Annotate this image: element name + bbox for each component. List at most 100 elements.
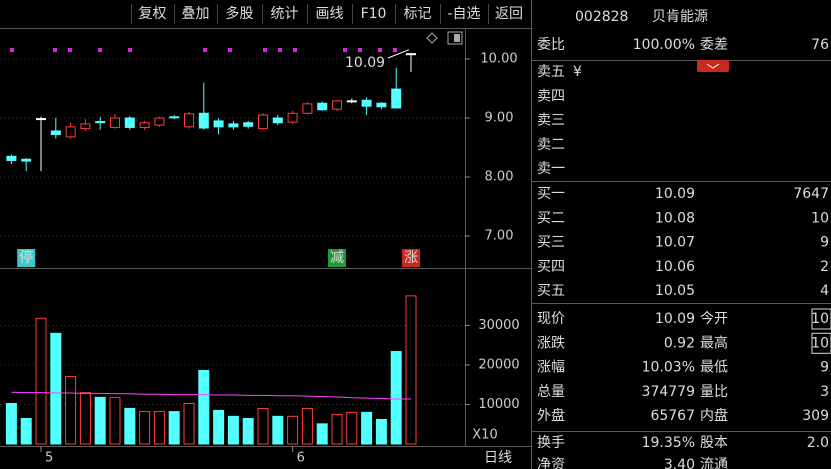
stock-name: 贝肯能源 — [652, 9, 708, 25]
y-tick-label: 10000 — [478, 397, 519, 412]
volume-bar — [242, 418, 254, 445]
candle-body — [154, 117, 165, 126]
yen-icon: ¥ — [573, 64, 582, 80]
y-tick-label: 10.00 — [480, 51, 517, 66]
buy-price: 10.07 — [655, 235, 695, 251]
candle-body — [95, 121, 106, 124]
toolbar-button[interactable]: -自选 — [447, 6, 480, 22]
quote-label: 涨幅 — [537, 360, 565, 376]
quote-value: 19.35% — [642, 435, 695, 451]
quote-value: 10.03% — [642, 360, 695, 376]
buy-level: 买二 — [537, 210, 565, 226]
period-label: 日线 — [484, 450, 512, 466]
value-box — [811, 308, 831, 330]
volume-bar — [316, 423, 328, 445]
candle-body — [198, 112, 209, 129]
quote-value: 3.40 — [664, 457, 695, 469]
volume-bar — [79, 392, 91, 445]
volume-bar — [65, 375, 77, 445]
event-dot — [98, 48, 102, 52]
candle-body — [243, 122, 254, 127]
candle-body — [65, 126, 76, 138]
quote-label: 委比 — [537, 37, 565, 53]
buy-volume: 7647 — [793, 186, 829, 202]
quote-value: 100.00% — [633, 37, 695, 53]
quote-value: 309 — [802, 408, 829, 424]
window-icon-part — [454, 34, 460, 42]
y-tick-label: 8.00 — [485, 170, 514, 185]
volume-bar — [361, 411, 373, 445]
diamond-icon[interactable] — [426, 32, 438, 44]
volume-bar — [198, 369, 210, 445]
event-label: 涨 — [404, 250, 418, 266]
candle-body — [50, 130, 61, 136]
toolbar-button[interactable]: 叠加 — [182, 6, 210, 22]
volume-bar — [168, 411, 180, 445]
candle-body — [6, 155, 17, 161]
candle-body — [110, 117, 120, 128]
toolbar-button[interactable]: 画线 — [316, 6, 344, 22]
volume-bar — [50, 332, 62, 445]
quote-value: 10 — [811, 311, 829, 327]
candle-body — [21, 158, 32, 162]
toolbar-button[interactable]: 统计 — [271, 6, 299, 22]
volume-bar — [213, 409, 225, 445]
quote-label: 换手 — [537, 434, 565, 451]
toolbar-button[interactable]: F10 — [361, 6, 387, 22]
expand-button[interactable] — [697, 60, 729, 72]
toolbar-button[interactable]: 多股 — [226, 5, 254, 22]
value-box — [811, 332, 831, 354]
volume-bar — [227, 415, 239, 445]
event-dot — [68, 48, 72, 52]
candle-body — [391, 88, 402, 109]
candle-body — [361, 99, 372, 107]
buy-price: 10.09 — [655, 186, 695, 202]
volume-bar — [257, 407, 269, 445]
volume-bar — [272, 415, 284, 445]
toolbar-button[interactable]: 复权 — [139, 5, 167, 22]
buy-volume: 2 — [820, 259, 829, 275]
sell-level: 卖五 — [537, 64, 565, 80]
candle-body — [36, 118, 46, 121]
event-badge — [402, 249, 420, 267]
toolbar-button[interactable]: 返回 — [495, 6, 523, 22]
volume-bar — [375, 418, 387, 445]
sell-level: 卖二 — [537, 137, 565, 153]
volume-bar — [331, 413, 343, 445]
event-badge — [328, 249, 346, 267]
candle-body — [228, 123, 239, 128]
volume-bar — [20, 418, 32, 445]
candle-body — [332, 100, 342, 110]
quote-label: 最高 — [700, 334, 728, 351]
quote-value: 3 — [820, 384, 829, 400]
candle-body — [139, 122, 150, 128]
event-dot — [228, 48, 232, 52]
window-icon[interactable] — [447, 31, 463, 45]
unit-label: X10 — [472, 428, 497, 443]
candle-body — [302, 103, 313, 114]
quote-label: 委差 — [700, 37, 728, 53]
candle-body — [287, 112, 298, 123]
quote-label: 外盘 — [537, 407, 565, 424]
toolbar-button[interactable]: 标记 — [404, 6, 432, 22]
buy-level: 买五 — [537, 283, 565, 299]
y-tick-label: 7.00 — [485, 229, 514, 244]
volume-bar — [153, 411, 165, 445]
event-dot — [358, 48, 362, 52]
quote-label: 最低 — [700, 360, 728, 376]
event-label: 停 — [19, 249, 33, 266]
quote-label: 总量 — [537, 384, 565, 400]
buy-volume: 9 — [820, 235, 829, 251]
quote-value: 0.92 — [664, 335, 695, 351]
event-dot — [293, 48, 297, 52]
stock-code: 002828 — [575, 9, 628, 25]
candle-body — [376, 102, 387, 108]
quote-value: 374779 — [642, 384, 695, 400]
buy-volume: 4 — [820, 283, 829, 299]
ma-line — [11, 391, 411, 400]
event-dot — [263, 48, 267, 52]
volume-bar — [124, 407, 136, 445]
volume-bar — [287, 415, 299, 445]
event-dot — [53, 48, 57, 52]
